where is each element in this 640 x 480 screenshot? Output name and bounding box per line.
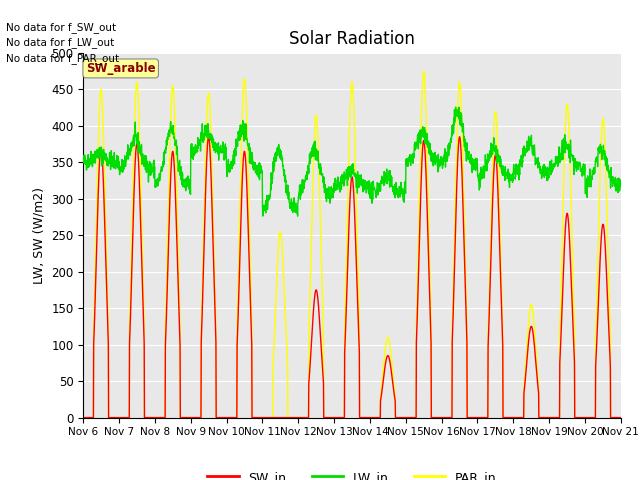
Text: SW_arable: SW_arable bbox=[86, 62, 156, 75]
Title: Solar Radiation: Solar Radiation bbox=[289, 30, 415, 48]
Y-axis label: LW, SW (W/m2): LW, SW (W/m2) bbox=[33, 187, 45, 284]
Legend: SW_in, LW_in, PAR_in: SW_in, LW_in, PAR_in bbox=[202, 466, 502, 480]
Text: No data for f_PAR_out: No data for f_PAR_out bbox=[6, 53, 120, 64]
Text: No data for f_SW_out: No data for f_SW_out bbox=[6, 22, 116, 33]
Text: No data for f_LW_out: No data for f_LW_out bbox=[6, 37, 115, 48]
